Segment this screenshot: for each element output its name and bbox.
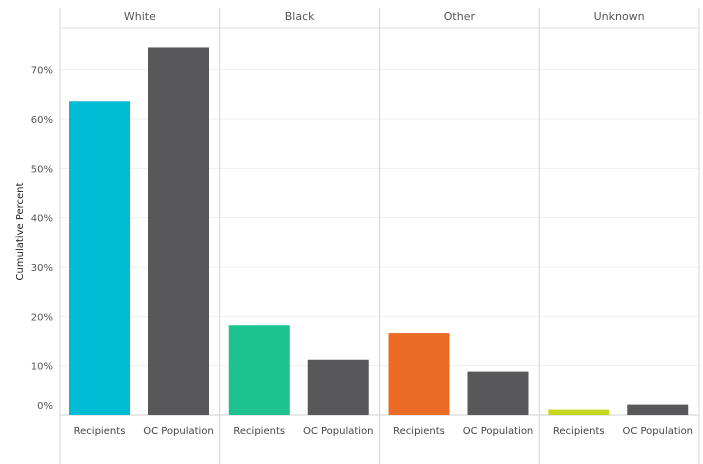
- bar-oc-population: [307, 359, 369, 415]
- y-tick-label: 10%: [31, 362, 53, 373]
- category-label: Recipients: [553, 426, 605, 437]
- y-axis-title: Cumulative Percent: [15, 182, 26, 280]
- panel-header: Black: [285, 10, 315, 23]
- panel-header: White: [124, 10, 156, 23]
- panel-header: Unknown: [594, 10, 645, 23]
- bar-oc-population: [467, 371, 529, 415]
- category-label: OC Population: [463, 426, 534, 437]
- y-tick-label: 30%: [31, 263, 53, 274]
- category-label: OC Population: [622, 426, 693, 437]
- bar-recipients: [69, 101, 130, 416]
- category-label: OC Population: [143, 426, 214, 437]
- category-label: OC Population: [303, 426, 374, 437]
- bar-recipients: [228, 325, 290, 415]
- y-tick-label: 40%: [31, 214, 53, 225]
- category-label: Recipients: [233, 426, 285, 437]
- category-label: Recipients: [393, 426, 445, 437]
- category-label: Recipients: [74, 426, 126, 437]
- bar-oc-population: [627, 404, 689, 415]
- y-tick-label: 0%: [37, 401, 53, 412]
- panel-header: Other: [444, 10, 476, 23]
- y-tick-label: 20%: [31, 312, 53, 323]
- y-tick-label: 50%: [31, 164, 53, 175]
- bar-recipients: [548, 409, 610, 415]
- bar-oc-population: [148, 47, 209, 415]
- y-tick-label: 60%: [31, 115, 53, 126]
- bar-recipients: [388, 333, 450, 415]
- y-tick-label: 70%: [31, 66, 53, 77]
